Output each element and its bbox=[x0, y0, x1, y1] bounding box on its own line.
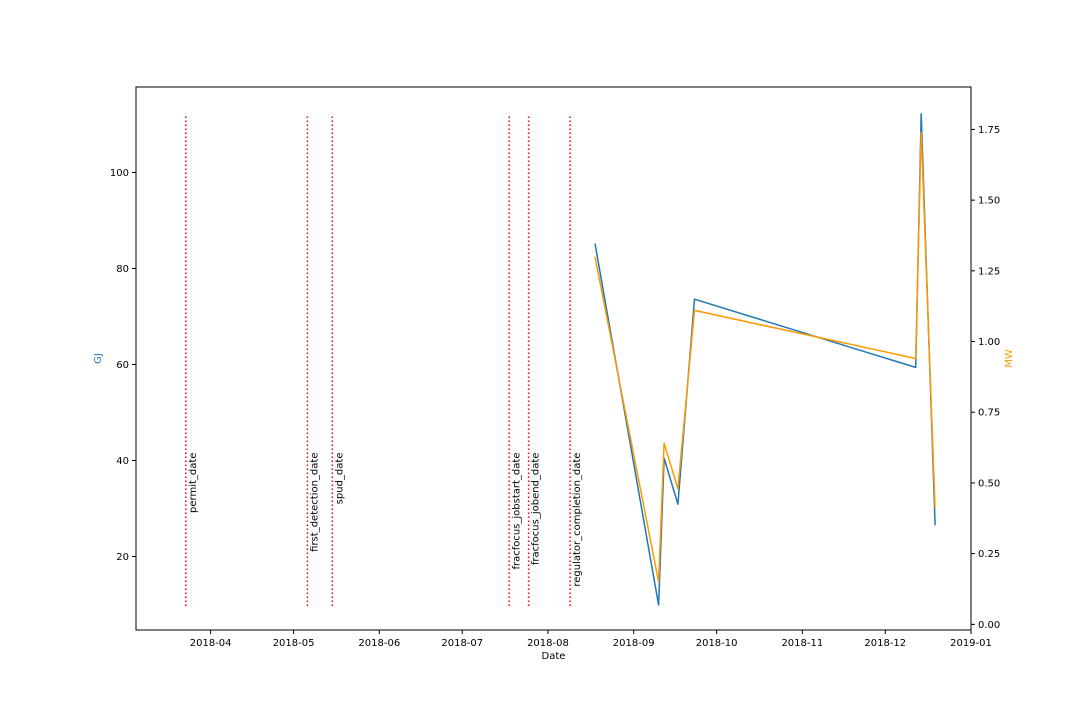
y-right-tick-label: 0.25 bbox=[978, 549, 1000, 560]
mw-series-line bbox=[594, 131, 936, 583]
x-tick-label: 2018-06 bbox=[358, 638, 400, 649]
x-tick-label: 2018-12 bbox=[864, 638, 906, 649]
x-axis: 2018-04 2018-05 2018-06 2018-07 2018-08 2018-… bbox=[190, 630, 992, 649]
gj-series-line bbox=[594, 113, 936, 606]
y-right-tick-label: 0.00 bbox=[978, 620, 1000, 631]
x-tick-label: 2018-04 bbox=[190, 638, 232, 649]
event-label: fracfocus_jobend_date bbox=[531, 453, 542, 566]
event-label: spud_date bbox=[334, 453, 345, 505]
x-axis-title: Date bbox=[542, 651, 566, 662]
x-tick-label: 2019-01 bbox=[950, 638, 992, 649]
event-label: permit_date bbox=[188, 453, 199, 513]
x-tick-label: 2018-10 bbox=[696, 638, 738, 649]
y-axis-left: 20 40 60 80 100 bbox=[110, 168, 136, 563]
event-label: fracfocus_jobstart_date bbox=[511, 453, 522, 570]
y-axis-right: 0.00 0.25 0.50 0.75 1.00 1.25 1.50 1.75 bbox=[971, 125, 1000, 631]
y-left-tick-label: 100 bbox=[110, 168, 129, 179]
y-axis-left-title: GJ bbox=[93, 353, 104, 364]
event-label: regulator_completion_date bbox=[572, 453, 583, 587]
y-right-tick-label: 1.75 bbox=[978, 125, 1000, 136]
event-label: first_detection_date bbox=[309, 453, 320, 552]
y-left-tick-label: 60 bbox=[116, 360, 129, 371]
x-tick-label: 2018-11 bbox=[781, 638, 823, 649]
x-tick-label: 2018-09 bbox=[613, 638, 655, 649]
y-left-tick-label: 40 bbox=[116, 456, 129, 467]
y-right-tick-label: 1.50 bbox=[978, 196, 1000, 207]
y-right-tick-label: 1.25 bbox=[978, 266, 1000, 277]
y-left-tick-label: 20 bbox=[116, 552, 129, 563]
y-left-tick-label: 80 bbox=[116, 264, 129, 275]
y-axis-right-title: MW bbox=[1004, 349, 1015, 368]
x-tick-label: 2018-05 bbox=[273, 638, 315, 649]
y-right-tick-label: 0.50 bbox=[978, 478, 1000, 489]
plot-frame bbox=[135, 86, 972, 631]
plot-area: permit_date first_detection_date spud_date… bbox=[185, 113, 936, 606]
x-tick-label: 2018-08 bbox=[527, 638, 569, 649]
y-right-tick-label: 1.00 bbox=[978, 337, 1000, 348]
x-tick-label: 2018-07 bbox=[441, 638, 483, 649]
y-right-tick-label: 0.75 bbox=[978, 408, 1000, 419]
